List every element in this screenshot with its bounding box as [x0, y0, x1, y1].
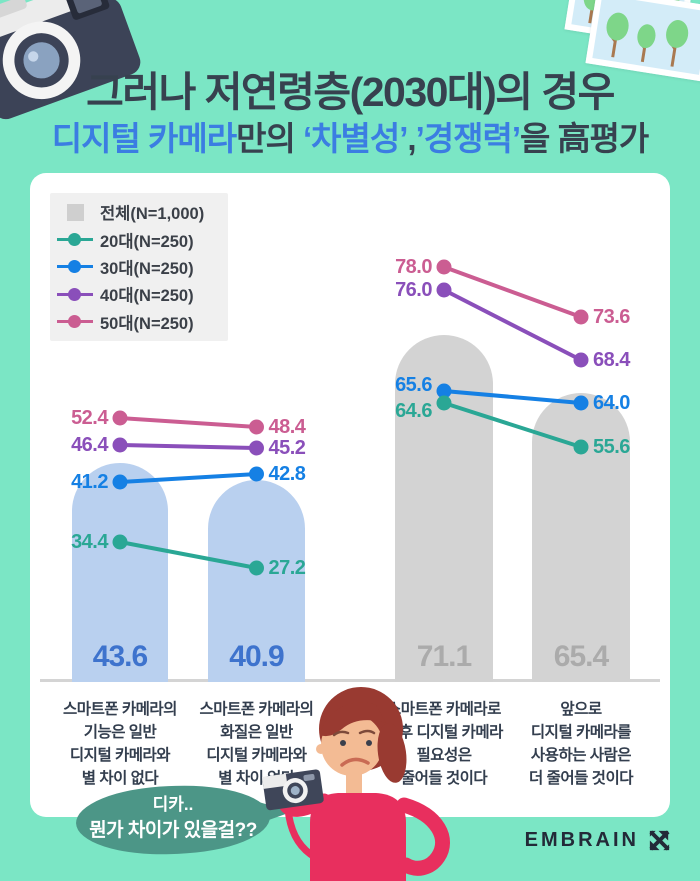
legend-label: 40대(N=250): [100, 287, 194, 306]
legend-item-전체: 전체(N=1,000): [50, 200, 228, 224]
legend-item-40: 40대(N=250): [50, 282, 228, 306]
legend-item-20: 20대(N=250): [50, 228, 228, 252]
legend-label: 20대(N=250): [100, 232, 194, 251]
legend-item-50: 50대(N=250): [50, 310, 228, 334]
speech-bubble-line2: 뭔가 차이가 있을걸??: [89, 820, 257, 841]
legend-dotline-marker: [50, 287, 100, 301]
page-subtitle: 디지털 카메라만의 ‘차별성’,’경쟁력’을 高평가: [0, 112, 700, 160]
point-value-label-30대: 64.0: [593, 392, 630, 414]
point-value-label-20대: 34.4: [71, 531, 108, 553]
bar-value-label: 65.4: [553, 640, 609, 673]
character-illustration: [262, 687, 450, 881]
subtitle-segment-2: ‘차별성’: [302, 120, 408, 157]
chart-baseline: [40, 679, 660, 682]
category-label-2: 스마트폰 카메라의 화질은 일반 디지털 카메라와 별 차이 없다: [199, 701, 314, 787]
subtitle-segment-4: ’경쟁력’: [415, 120, 521, 157]
category-label-4: 앞으로 디지털 카메라를 사용하는 사람은 더 줄어들 것이다: [529, 701, 633, 787]
bar-value-label: 43.6: [92, 640, 148, 673]
photo-trees-front: [585, 0, 700, 82]
camera-illustration-icon: [0, 0, 141, 120]
bar-2: 40.9: [208, 480, 305, 682]
embrain-logo-text: EMBRAIN: [524, 829, 639, 851]
point-value-label-40대: 45.2: [268, 437, 306, 459]
point-value-label-30대: 41.2: [71, 471, 108, 493]
point-value-label-40대: 46.4: [71, 434, 108, 456]
speech-bubble-line1: 디카..: [152, 795, 194, 814]
subtitle-segment-5: 을 高평가: [520, 120, 649, 157]
point-value-label-20대: 55.6: [593, 436, 630, 458]
point-value-label-50대: 73.6: [593, 306, 630, 328]
legend-dotline-marker: [50, 315, 100, 329]
embrain-logo-icon: [649, 830, 670, 851]
point-value-label-50대: 78.0: [395, 256, 432, 278]
subtitle-segment-1: 만의: [236, 120, 303, 157]
legend-dotline-marker: [50, 260, 100, 274]
subtitle-segment-0: 디지털 카메라: [51, 120, 237, 157]
photos-illustration: [558, 0, 700, 98]
point-value-label-40대: 68.4: [593, 349, 630, 371]
legend-item-30: 30대(N=250): [50, 255, 228, 279]
legend-dotline-marker: [50, 233, 100, 247]
legend-label: 50대(N=250): [100, 314, 194, 333]
point-value-label-40대: 76.0: [395, 279, 432, 301]
point-value-label-50대: 52.4: [71, 407, 108, 429]
category-label-1: 스마트폰 카메라의 기능은 일반 디지털 카메라와 별 차이 없다: [63, 701, 177, 787]
bar-value-label: 40.9: [229, 640, 284, 673]
legend-label: 전체(N=1,000): [100, 205, 205, 224]
legend-label: 30대(N=250): [100, 259, 194, 278]
point-value-label-30대: 42.8: [268, 463, 306, 485]
bar-1: 43.6: [72, 463, 168, 682]
footer-logo: EMBRAIN: [0, 828, 672, 853]
point-value-label-30대: 65.6: [395, 374, 432, 396]
point-value-label-20대: 64.6: [395, 400, 432, 422]
point-value-label-50대: 48.4: [268, 416, 306, 438]
legend-square-marker: [50, 203, 100, 221]
subtitle-segment-3: ,: [407, 120, 416, 157]
speech-bubble-text: 디카.. 뭔가 차이가 있을걸??: [66, 793, 280, 845]
bar-value-label: 71.1: [416, 640, 472, 673]
hand-camera-icon: [262, 769, 324, 811]
chart-legend: 전체(N=1,000) 20대(N=250) 30대(N=250) 40대(N=250…: [50, 193, 228, 341]
point-value-label-20대: 27.2: [268, 557, 306, 579]
page-title: 그러나 저연령층(2030대)의 경우: [86, 69, 615, 115]
